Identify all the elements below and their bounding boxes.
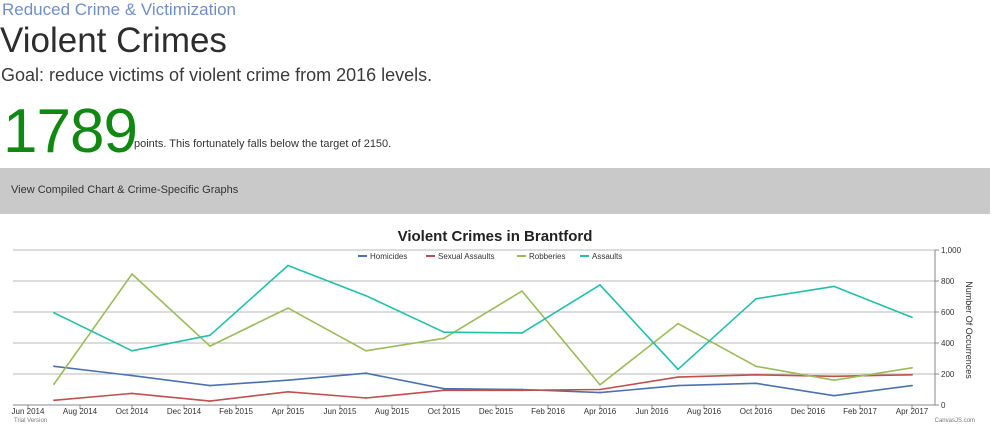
x-tick-label: Apr 2016 [584, 407, 617, 416]
x-tick-label: Aug 2015 [375, 407, 410, 416]
data-point [209, 334, 211, 337]
x-tick-label: Aug 2014 [63, 407, 98, 416]
x-tick-label: Aug 2016 [687, 407, 722, 416]
y-tick-label: 400 [941, 339, 955, 348]
legend-entry: Robberies [529, 252, 565, 261]
legend-entry: Homicides [370, 252, 407, 261]
x-tick-label: Jun 2016 [636, 407, 669, 416]
x-tick-label: Feb 2016 [531, 407, 565, 416]
data-point [443, 331, 445, 334]
y-tick-label: 1,000 [941, 246, 962, 255]
x-tick-label: Feb 2015 [219, 407, 253, 416]
x-tick-label: Apr 2017 [896, 407, 929, 416]
x-tick-label: Oct 2014 [116, 407, 149, 416]
data-point [677, 322, 679, 325]
data-point [755, 373, 757, 376]
data-point [287, 264, 289, 267]
goal-text: Goal: reduce victims of violent crime fr… [1, 65, 433, 85]
x-tick-label: Dec 2016 [791, 407, 826, 416]
data-point [521, 389, 523, 392]
data-point [53, 399, 55, 402]
data-point [53, 311, 55, 314]
legend-entry: Assaults [592, 252, 622, 261]
data-point [365, 397, 367, 399]
compiled-chart-link[interactable]: View Compiled Chart & Crime-Specific Gra… [11, 184, 239, 196]
data-point [131, 392, 133, 395]
x-tick-label: Apr 2015 [272, 407, 305, 416]
y-tick-label: 200 [941, 370, 955, 379]
data-point [287, 390, 289, 393]
data-point [53, 365, 55, 368]
series-line-homicides [53, 365, 913, 397]
data-point [677, 368, 679, 371]
data-point [833, 394, 835, 397]
metric-note: points. This fortunately falls below the… [134, 138, 392, 150]
data-point [209, 345, 211, 347]
data-point [911, 373, 913, 376]
data-point [911, 316, 913, 319]
y-tick-label: 0 [941, 401, 946, 410]
y-axis-title: Number Of Occurrences [964, 281, 974, 379]
data-point [209, 400, 211, 402]
violent-crimes-chart: Violent Crimes in Brantford Homicides Sexu… [12, 228, 975, 424]
data-point [365, 349, 367, 352]
data-point [599, 284, 601, 286]
data-point [131, 273, 133, 275]
data-point [677, 384, 679, 387]
data-point [755, 382, 757, 385]
data-point [443, 387, 445, 390]
data-point [365, 372, 367, 375]
data-point [131, 349, 133, 352]
x-tick-label: Dec 2014 [167, 407, 202, 416]
data-point [209, 384, 211, 387]
x-tick-label: Dec 2015 [479, 407, 514, 416]
x-tick-label: Feb 2017 [843, 407, 877, 416]
data-point [755, 365, 757, 368]
y-tick-label: 800 [941, 277, 955, 286]
data-point [833, 285, 835, 288]
data-point [287, 307, 289, 309]
category-heading: Reduced Crime & Victimization [2, 0, 236, 19]
series-line-assaults [53, 264, 913, 371]
data-point [131, 374, 133, 377]
data-point [833, 375, 835, 378]
data-point [521, 332, 523, 334]
data-point [833, 379, 835, 382]
x-tick-label: Oct 2015 [428, 407, 461, 416]
x-tick-label: Jun 2014 [12, 407, 45, 416]
data-point [599, 391, 601, 394]
data-point [599, 388, 601, 391]
trial-version-label: Trial Version [14, 418, 47, 424]
data-point [677, 376, 679, 378]
chart-title: Violent Crimes in Brantford [398, 228, 593, 245]
series-line-sexual-assaults [53, 374, 913, 402]
data-point [287, 379, 289, 382]
data-point [911, 366, 913, 369]
data-point [755, 297, 757, 300]
canvasjs-credit: CanvasJS.com [935, 418, 975, 424]
data-point [911, 384, 913, 387]
x-tick-label: Oct 2016 [740, 407, 773, 416]
y-tick-label: 600 [941, 308, 955, 317]
compiled-chart-link-bar[interactable]: View Compiled Chart & Crime-Specific Gra… [0, 168, 990, 214]
data-point [521, 290, 523, 292]
data-point [443, 337, 445, 340]
x-tick-label: Jun 2015 [324, 407, 357, 416]
series-line-robberies [53, 273, 913, 386]
legend-entry: Sexual Assaults [438, 252, 494, 261]
data-point [599, 383, 601, 386]
data-point [53, 383, 55, 385]
page-title: Violent Crimes [0, 21, 227, 60]
data-point [443, 389, 445, 392]
metric-value: 1789 [3, 97, 138, 166]
data-point [365, 294, 367, 297]
